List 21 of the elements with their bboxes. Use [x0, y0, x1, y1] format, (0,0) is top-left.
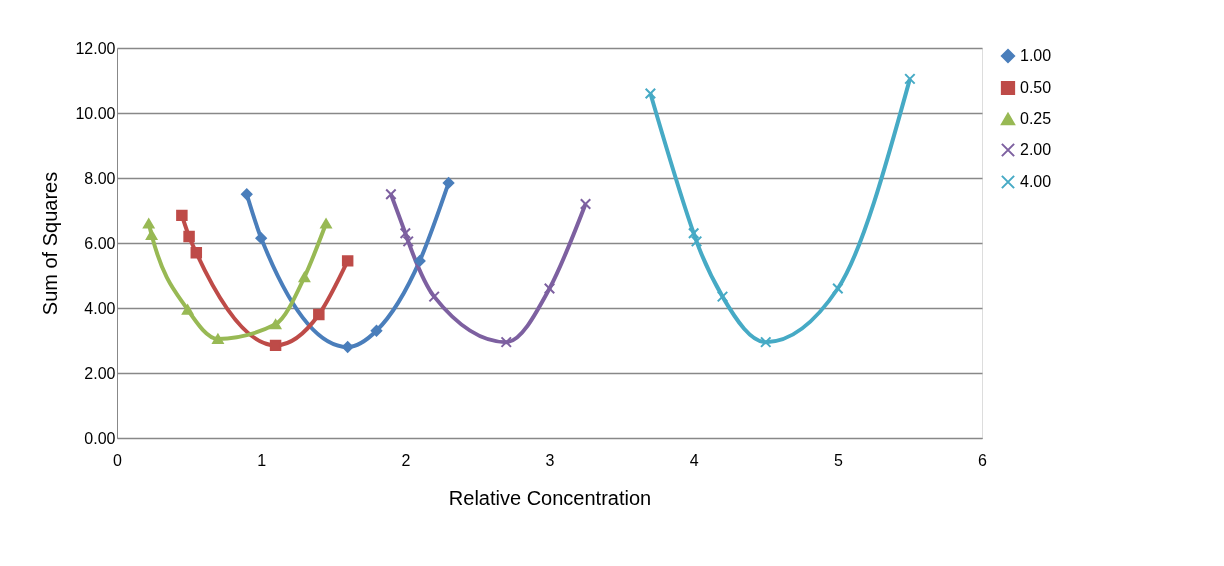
x-tick-label: 4: [689, 451, 699, 469]
y-tick-label: 8.00: [84, 169, 116, 187]
y-tick-label: 4.00: [84, 299, 116, 317]
y-tick-label: 6.00: [84, 234, 116, 252]
legend-label: 0.50: [1020, 79, 1052, 96]
x-tick-label: 1: [257, 451, 267, 469]
x-tick-label: 5: [833, 451, 843, 469]
y-tick-label: 0.00: [84, 429, 116, 447]
x-tick-label: 0: [113, 451, 123, 469]
x-tick-label: 3: [545, 451, 555, 469]
x-tick-label: 6: [978, 451, 988, 469]
y-axis-title: Sum of Squares: [39, 171, 62, 316]
y-tick-label: 2.00: [84, 364, 116, 382]
x-tick-label: 2: [401, 451, 411, 469]
legend-label: 0.25: [1020, 110, 1052, 127]
legend-label: 2.00: [1020, 141, 1052, 158]
y-tick-label: 12.00: [75, 39, 116, 57]
legend-label: 4.00: [1020, 173, 1052, 190]
y-tick-label: 10.00: [75, 104, 116, 122]
legend-label: 1.00: [1020, 47, 1052, 64]
x-axis-title: Relative Concentration: [448, 486, 652, 509]
